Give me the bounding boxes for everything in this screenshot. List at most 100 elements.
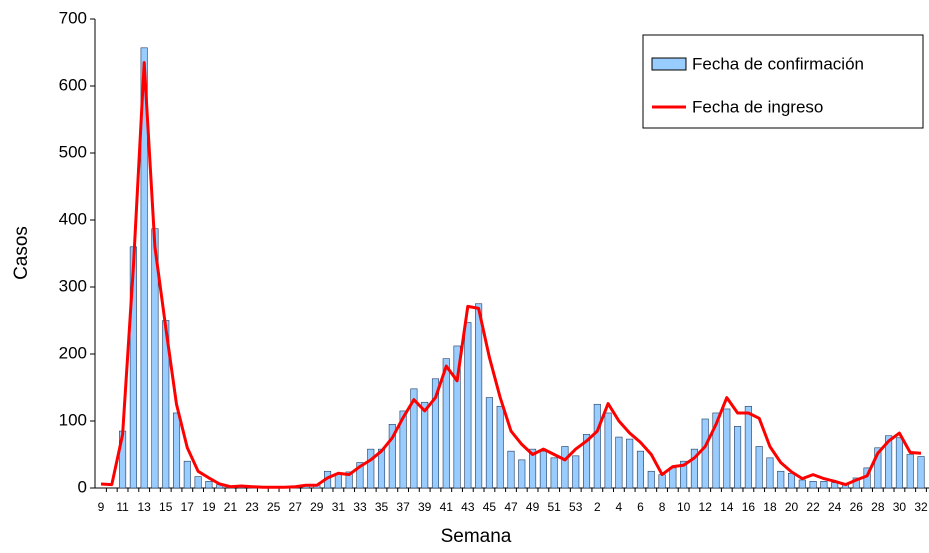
bar bbox=[183, 460, 191, 489]
bar bbox=[787, 472, 796, 489]
x-tick-label: 45 bbox=[483, 500, 497, 514]
bar bbox=[734, 426, 742, 489]
bar bbox=[442, 358, 450, 489]
bar bbox=[874, 447, 882, 489]
bar bbox=[399, 410, 407, 489]
bar bbox=[561, 446, 569, 489]
bar bbox=[766, 457, 774, 489]
bar bbox=[680, 460, 688, 489]
y-tick-label: 500 bbox=[59, 142, 87, 161]
bar bbox=[593, 403, 601, 489]
x-tick-label: 30 bbox=[893, 500, 907, 514]
x-tick-label: 33 bbox=[353, 500, 367, 514]
bar bbox=[140, 47, 148, 489]
bar bbox=[539, 450, 547, 489]
bar bbox=[572, 455, 580, 489]
bar bbox=[194, 476, 202, 489]
x-tick-label: 37 bbox=[396, 500, 410, 514]
x-tick-label: 41 bbox=[440, 500, 454, 514]
bar bbox=[615, 436, 623, 489]
x-tick-label: 29 bbox=[310, 500, 324, 514]
bar bbox=[172, 412, 181, 489]
legend: Fecha de confirmación Fecha de ingreso bbox=[642, 34, 924, 129]
y-tick-label: 400 bbox=[59, 209, 87, 228]
bar bbox=[820, 480, 828, 489]
bar bbox=[377, 448, 386, 489]
bar bbox=[712, 412, 720, 489]
x-tick-label: 51 bbox=[547, 500, 561, 514]
x-tick-label: 11 bbox=[116, 500, 129, 514]
x-tick-label: 20 bbox=[785, 500, 799, 514]
x-tick-label: 14 bbox=[720, 500, 734, 514]
bar bbox=[356, 462, 364, 489]
x-tick-label: 12 bbox=[699, 500, 713, 514]
bar bbox=[755, 446, 763, 489]
bar bbox=[550, 457, 558, 489]
x-tick-label: 23 bbox=[245, 500, 259, 514]
y-tick-label: 200 bbox=[59, 343, 87, 362]
bar bbox=[669, 467, 677, 489]
x-tick-label: 39 bbox=[418, 500, 432, 514]
legend-label: Fecha de ingreso bbox=[692, 97, 823, 116]
x-tick-label: 9 bbox=[98, 500, 105, 514]
bar bbox=[885, 435, 893, 489]
bar bbox=[636, 450, 645, 489]
y-tick-label: 700 bbox=[59, 8, 87, 27]
bar bbox=[421, 401, 429, 489]
legend-box bbox=[642, 34, 924, 129]
x-tick-label: 18 bbox=[763, 500, 777, 514]
bar bbox=[604, 412, 612, 489]
x-tick-label: 17 bbox=[181, 500, 195, 514]
bar bbox=[475, 303, 483, 489]
x-tick-label: 35 bbox=[375, 500, 389, 514]
bar bbox=[582, 434, 591, 489]
bar bbox=[518, 459, 526, 489]
bar bbox=[205, 480, 213, 489]
y-axis-title: Casos bbox=[11, 226, 32, 280]
bar bbox=[647, 470, 655, 489]
x-tick-label: 25 bbox=[267, 500, 281, 514]
y-tick-label: 600 bbox=[59, 75, 87, 94]
x-tick-label: 16 bbox=[742, 500, 756, 514]
x-tick-label: 32 bbox=[914, 500, 928, 514]
line bbox=[100, 61, 922, 489]
y-tick-label: 300 bbox=[59, 276, 87, 295]
x-tick-label: 19 bbox=[202, 500, 216, 514]
bar bbox=[917, 456, 925, 489]
bar bbox=[367, 448, 375, 489]
y-tick-label: 100 bbox=[59, 410, 87, 429]
bar bbox=[723, 408, 731, 489]
bar bbox=[744, 405, 752, 489]
bar bbox=[388, 424, 396, 489]
x-tick-label: 47 bbox=[504, 500, 518, 514]
x-tick-label: 26 bbox=[850, 500, 864, 514]
bar bbox=[345, 471, 353, 489]
bar bbox=[809, 480, 817, 489]
bar bbox=[626, 438, 634, 489]
x-tick-label: 6 bbox=[637, 500, 644, 514]
bar bbox=[453, 345, 461, 489]
bar bbox=[464, 322, 472, 489]
bar bbox=[906, 454, 914, 489]
bar bbox=[690, 448, 698, 489]
bar bbox=[777, 470, 785, 489]
x-tick-label: 53 bbox=[569, 500, 583, 514]
bar bbox=[410, 388, 418, 489]
x-tick-label: 2 bbox=[594, 500, 601, 514]
bar bbox=[496, 405, 504, 489]
bar bbox=[507, 450, 515, 489]
x-tick-label: 4 bbox=[616, 500, 623, 514]
x-tick-label: 8 bbox=[659, 500, 666, 514]
x-tick-label: 15 bbox=[159, 500, 173, 514]
legend-label: Fecha de confirmación bbox=[692, 54, 864, 73]
y-tick-label: 0 bbox=[78, 477, 87, 496]
plot-area: 0 100 200 300 400 500 600 700 9 11 13 15 17 19 21 23 25 2… bbox=[59, 8, 929, 514]
x-tick-label: 22 bbox=[806, 500, 820, 514]
bar bbox=[701, 418, 709, 489]
bar bbox=[895, 437, 903, 489]
bar bbox=[431, 378, 440, 489]
x-tick-label: 27 bbox=[289, 500, 303, 514]
x-tick-label: 28 bbox=[871, 500, 885, 514]
bar bbox=[485, 397, 493, 489]
x-tick-label: 31 bbox=[332, 500, 346, 514]
